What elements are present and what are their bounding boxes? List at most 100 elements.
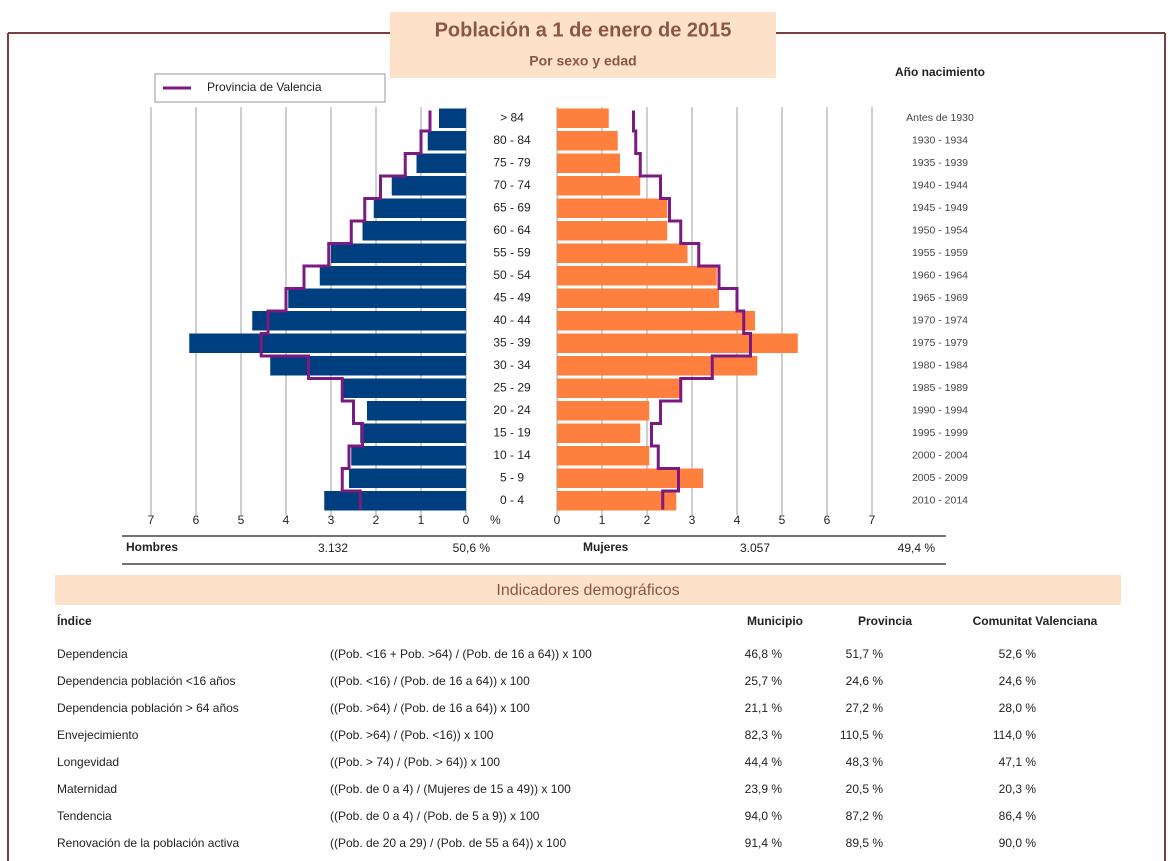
bar: [360, 423, 466, 443]
bar: [557, 423, 641, 443]
indicator-name: Tendencia: [57, 809, 112, 823]
indicator-name: Renovación de la población activa: [57, 836, 239, 850]
x-tick-label: 3: [328, 513, 335, 527]
age-label: 40 - 44: [493, 313, 531, 327]
indicator-value: 44,4 %: [745, 755, 783, 769]
birth-year-label: 1980 - 1984: [912, 360, 968, 372]
indicator-formula: ((Pob. de 20 a 29) / (Pob. de 55 a 64)) …: [330, 836, 566, 850]
age-label: 60 - 64: [493, 223, 531, 237]
age-label: 50 - 54: [493, 268, 531, 282]
bar: [557, 108, 609, 128]
bar: [557, 378, 681, 398]
bar: [557, 176, 641, 196]
indicator-value: 82,3 %: [745, 728, 783, 742]
x-tick-label: 0: [463, 513, 470, 527]
indicator-value: 46,8 %: [745, 647, 783, 661]
indicator-formula: ((Pob. de 0 a 4) / (Mujeres de 15 a 49))…: [330, 782, 571, 796]
indicator-value: 27,2 %: [846, 701, 884, 715]
age-label: 55 - 59: [493, 245, 531, 259]
bar: [416, 153, 466, 173]
bar: [189, 333, 466, 353]
chart-subtitle: Por sexo y edad: [529, 53, 636, 69]
men-total: 3.132: [318, 541, 348, 555]
bar: [439, 108, 466, 128]
birth-year-label: 1935 - 1939: [912, 157, 968, 169]
birth-year-label: 1995 - 1999: [912, 427, 968, 439]
bar: [319, 266, 466, 286]
age-label: > 84: [500, 110, 524, 124]
indicator-value: 48,3 %: [846, 755, 884, 769]
bar: [331, 243, 466, 263]
x-tick-label: 0: [554, 513, 561, 527]
bar: [557, 131, 618, 151]
indicator-value: 24,6 %: [846, 674, 884, 688]
bar: [349, 468, 466, 488]
birth-year-label: 1960 - 1964: [912, 270, 968, 282]
x-tick-label: 1: [599, 513, 606, 527]
x-tick-label: 3: [689, 513, 696, 527]
age-label: 65 - 69: [493, 200, 531, 214]
x-tick-label: 4: [283, 513, 290, 527]
indicator-name: Dependencia población > 64 años: [57, 701, 239, 715]
indicator-value: 28,0 %: [999, 701, 1037, 715]
x-tick-label: 2: [644, 513, 651, 527]
title-box: [390, 12, 776, 78]
indicators-banner: [55, 575, 1121, 605]
bar: [288, 288, 466, 308]
bar: [557, 446, 650, 466]
bar: [252, 311, 466, 331]
indicator-value: 94,0 %: [745, 809, 783, 823]
indicator-value: 20,5 %: [846, 782, 884, 796]
bar: [427, 131, 466, 151]
age-label: 35 - 39: [493, 335, 531, 349]
bar: [324, 491, 466, 511]
bar: [557, 356, 758, 376]
chart-title: Población a 1 de enero de 2015: [435, 19, 732, 41]
bar: [557, 288, 719, 308]
birth-year-label: 1985 - 1989: [912, 382, 968, 394]
indicator-value: 90,0 %: [999, 836, 1037, 850]
column-header: Provincia: [858, 614, 912, 628]
bar: [557, 333, 798, 353]
age-label: 5 - 9: [500, 470, 524, 484]
indicator-name: Dependencia: [57, 647, 128, 661]
bar: [557, 221, 668, 241]
women-share: 49,4 %: [898, 541, 936, 555]
index-header: Índice: [57, 613, 92, 628]
birth-year-label: 1975 - 1979: [912, 337, 968, 349]
age-label: 30 - 34: [493, 358, 531, 372]
indicator-value: 86,4 %: [999, 809, 1037, 823]
x-tick-label: 5: [779, 513, 786, 527]
indicator-formula: ((Pob. > 74) / (Pob. > 64)) x 100: [330, 755, 500, 769]
age-label: 10 - 14: [493, 448, 531, 462]
indicator-formula: ((Pob. <16 + Pob. >64) / (Pob. de 16 a 6…: [330, 647, 592, 661]
men-label: Hombres: [126, 540, 178, 554]
women-label: Mujeres: [583, 540, 629, 554]
indicator-formula: ((Pob. de 0 a 4) / (Pob. de 5 a 9)) x 10…: [330, 809, 540, 823]
age-label: 75 - 79: [493, 155, 531, 169]
birth-year-label: 2005 - 2009: [912, 472, 968, 484]
bar: [557, 311, 755, 331]
birth-year-label: 1955 - 1959: [912, 247, 968, 259]
bar: [557, 401, 650, 421]
bar: [557, 198, 668, 218]
bar: [557, 153, 620, 173]
indicator-value: 24,6 %: [999, 674, 1037, 688]
indicator-value: 110,5 %: [840, 728, 883, 742]
birth-year-label: Antes de 1930: [906, 112, 974, 124]
indicator-name: Longevidad: [57, 755, 119, 769]
indicator-value: 20,3 %: [999, 782, 1037, 796]
legend-label: Provincia de Valencia: [207, 80, 322, 94]
age-label: 25 - 29: [493, 380, 531, 394]
x-tick-label: 5: [238, 513, 245, 527]
birth-year-label: 1990 - 1994: [912, 405, 968, 417]
bar: [557, 491, 677, 511]
indicator-value: 89,5 %: [846, 836, 884, 850]
x-tick-label: 6: [193, 513, 200, 527]
bar: [362, 221, 466, 241]
birth-year-label: 1950 - 1954: [912, 225, 968, 237]
birth-year-label: 1945 - 1949: [912, 202, 968, 214]
men-share: 50,6 %: [453, 541, 491, 555]
indicator-value: 23,9 %: [745, 782, 783, 796]
x-tick-label: 1: [418, 513, 425, 527]
